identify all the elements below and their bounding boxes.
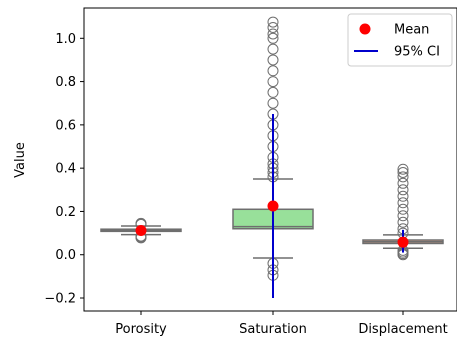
outlier-point (267, 86, 279, 98)
box-group-porosity (100, 217, 182, 244)
x-tick-label: Porosity (115, 322, 167, 337)
box-group-saturation (232, 16, 314, 299)
y-tick-label: 0.0 (55, 248, 76, 263)
outlier-point (397, 163, 409, 175)
outlier-point (397, 177, 409, 189)
outlier-point (397, 171, 409, 183)
outlier-point (267, 32, 279, 44)
outlier-point (397, 184, 409, 196)
mean-point (267, 200, 279, 212)
y-tick-label: 1.0 (55, 32, 76, 47)
y-tick-label: 0.6 (55, 118, 76, 133)
legend-label: Mean (394, 23, 429, 38)
outlier-point (267, 54, 279, 66)
axes: −0.2 0.0 0.2 0.4 0.6 0.8 1.0 Porosity Saturation… (44, 7, 457, 337)
outlier-point (397, 210, 409, 222)
outlier-point (267, 21, 279, 33)
plot-area (100, 16, 444, 299)
outlier-point (397, 203, 409, 215)
x-tick-label: Saturation (239, 322, 307, 337)
x-tick-label: Displacement (358, 322, 447, 337)
outlier-point (267, 16, 279, 28)
outlier-point (267, 97, 279, 109)
outlier-point (397, 190, 409, 202)
legend: Mean 95% CI (347, 13, 453, 67)
mean-point (135, 224, 147, 236)
mean-point (397, 236, 409, 248)
legend-marker-mean (359, 23, 371, 35)
legend-label: 95% CI (394, 45, 440, 60)
y-tick-label: 0.8 (55, 75, 76, 90)
outlier-point (397, 197, 409, 209)
outlier-point (397, 216, 409, 228)
outlier-point (267, 76, 279, 88)
y-tick-label: 0.4 (55, 162, 76, 177)
legend-box (347, 13, 453, 67)
plot-frame (83, 7, 457, 312)
outlier-point (267, 28, 279, 40)
y-tick-label: −0.2 (44, 292, 76, 307)
outlier-point (267, 65, 279, 77)
outlier-point (397, 166, 409, 178)
outlier-point (267, 43, 279, 55)
y-axis-label: Value (13, 142, 28, 178)
y-tick-label: 0.2 (55, 205, 76, 220)
box-group-displacement (362, 163, 444, 261)
